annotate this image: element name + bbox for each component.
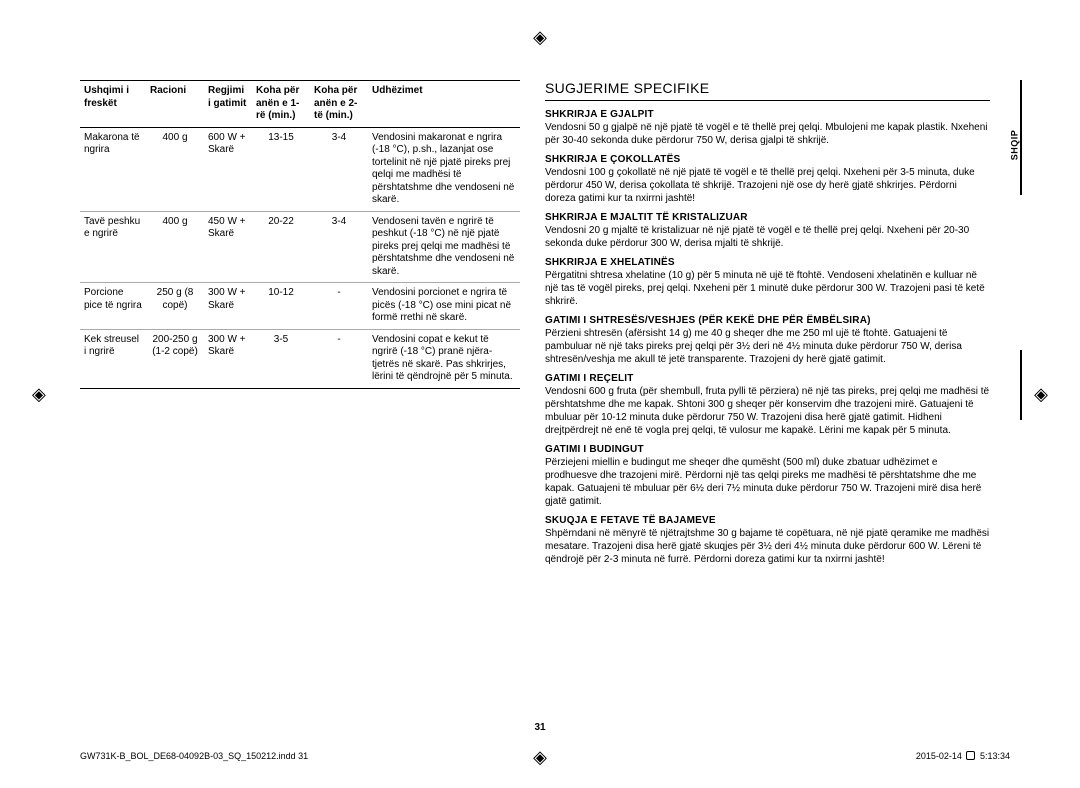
tip-body: Vendosni 20 g mjaltë të kristalizuar në … (545, 224, 990, 250)
th-koha1: Koha për anën e 1-rë (min.) (252, 81, 310, 128)
cell-food: Makarona të ngrira (80, 127, 146, 211)
footer-time: 5:13:34 (980, 751, 1010, 761)
cell-racioni: 250 g (8 copë) (146, 283, 204, 330)
cell-koha1: 13-15 (252, 127, 310, 211)
registration-mark-top: ◈ (533, 28, 547, 46)
table-body: Makarona të ngrira400 g600 W + Skarë13-1… (80, 127, 520, 388)
registration-mark-right: ◈ (1034, 385, 1048, 403)
tip-heading: SHKRIRJA E GJALPIT (545, 109, 990, 120)
tip-body: Vendosni 100 g çokollatë në një pjatë të… (545, 166, 990, 205)
cooking-table: Ushqimi i freskët Racioni Regjimi i gati… (80, 80, 520, 389)
tip-body: Vendosni 600 g fruta (për shembull, frut… (545, 385, 990, 437)
clock-icon (966, 751, 975, 760)
cell-koha2: 3-4 (310, 211, 368, 283)
table-row: Tavë peshku e ngrirë400 g450 W + Skarë20… (80, 211, 520, 283)
tips-list: SHKRIRJA E GJALPITVendosni 50 g gjalpë n… (545, 109, 990, 566)
tip-body: Përgatitni shtresa xhelatine (10 g) për … (545, 269, 990, 308)
tip-body: Përziejeni miellin e budingut me sheqer … (545, 456, 990, 508)
cell-food: Porcione pice të ngrira (80, 283, 146, 330)
cell-regjimi: 300 W + Skarë (204, 329, 252, 388)
cell-racioni: 400 g (146, 127, 204, 211)
tip-heading: GATIMI I SHTRESËS/VESHJES (PËR KEKË DHE … (545, 315, 990, 326)
tip-heading: GATIMI I BUDINGUT (545, 444, 990, 455)
footer-filename: GW731K-B_BOL_DE68-04092B-03_SQ_150212.in… (80, 751, 308, 761)
cell-udh: Vendosini makaronat e ngrira (-18 °C), p… (368, 127, 520, 211)
cooking-table-wrapper: Ushqimi i freskët Racioni Regjimi i gati… (80, 80, 520, 566)
th-koha2: Koha për anën e 2-të (min.) (310, 81, 368, 128)
cell-koha2: - (310, 283, 368, 330)
cell-food: Tavë peshku e ngrirë (80, 211, 146, 283)
tip-heading: SHKRIRJA E MJALTIT TË KRISTALIZUAR (545, 212, 990, 223)
cell-koha1: 20-22 (252, 211, 310, 283)
cell-koha2: 3-4 (310, 127, 368, 211)
tip-heading: SHKRIRJA E XHELATINËS (545, 257, 990, 268)
crop-bar-right (1020, 350, 1022, 420)
th-udhezimet: Udhëzimet (368, 81, 520, 128)
tip-body: Shpërndani në mënyrë të njëtrajtshme 30 … (545, 527, 990, 566)
cell-koha1: 10-12 (252, 283, 310, 330)
table-row: Makarona të ngrira400 g600 W + Skarë13-1… (80, 127, 520, 211)
cell-regjimi: 300 W + Skarë (204, 283, 252, 330)
tips-column: SUGJERIME SPECIFIKE SHKRIRJA E GJALPITVe… (545, 80, 990, 566)
footer-timestamp: 2015-02-14 5:13:34 (916, 750, 1010, 761)
cell-regjimi: 600 W + Skarë (204, 127, 252, 211)
language-tab: SHQIP (1010, 130, 1020, 161)
cell-koha1: 3-5 (252, 329, 310, 388)
th-racioni: Racioni (146, 81, 204, 128)
tip-heading: SHKRIRJA E ÇOKOLLATËS (545, 154, 990, 165)
cell-racioni: 400 g (146, 211, 204, 283)
page-number: 31 (534, 722, 545, 733)
cell-food: Kek streusel i ngrirë (80, 329, 146, 388)
footer-date: 2015-02-14 (916, 751, 962, 761)
registration-mark-bottom: ◈ (533, 748, 547, 766)
cell-koha2: - (310, 329, 368, 388)
cell-udh: Vendosini copat e kekut të ngrirë (-18 °… (368, 329, 520, 388)
cell-udh: Vendosini porcionet e ngrira të picës (-… (368, 283, 520, 330)
th-food: Ushqimi i freskët (80, 81, 146, 128)
cell-udh: Vendoseni tavën e ngrirë të peshkut (-18… (368, 211, 520, 283)
crop-bar-top-right (1020, 80, 1022, 195)
tip-heading: SKUQJA E FETAVE TË BAJAMEVE (545, 515, 990, 526)
table-row: Porcione pice të ngrira250 g (8 copë)300… (80, 283, 520, 330)
tip-heading: GATIMI I REÇELIT (545, 373, 990, 384)
tip-body: Vendosni 50 g gjalpë në një pjatë të vog… (545, 121, 990, 147)
cell-regjimi: 450 W + Skarë (204, 211, 252, 283)
cell-racioni: 200-250 g (1-2 copë) (146, 329, 204, 388)
section-title: SUGJERIME SPECIFIKE (545, 80, 990, 101)
registration-mark-left: ◈ (32, 385, 46, 403)
th-regjimi: Regjimi i gatimit (204, 81, 252, 128)
tip-body: Përzieni shtresën (afërsisht 14 g) me 40… (545, 327, 990, 366)
table-row: Kek streusel i ngrirë200-250 g (1-2 copë… (80, 329, 520, 388)
